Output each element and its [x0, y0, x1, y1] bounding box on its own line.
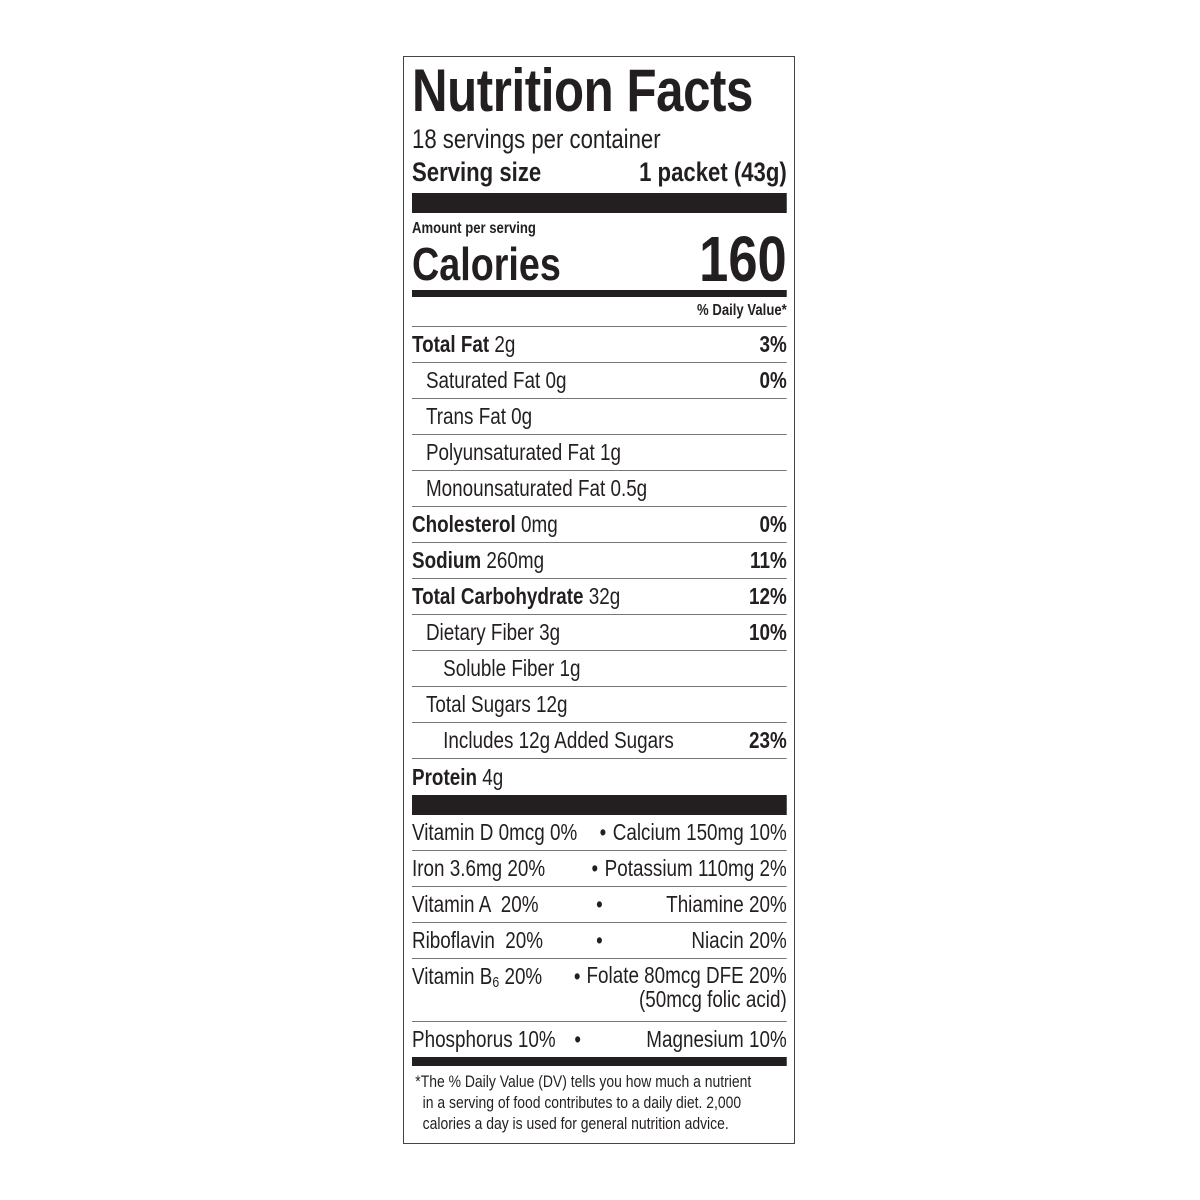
calories-label: Calories [412, 238, 561, 290]
vitamin-b6-dv: 20% [499, 963, 543, 989]
nutrient-name: Sodium [412, 547, 482, 573]
nutrient-name: Polyunsaturated Fat 1g [425, 439, 621, 465]
nutrient-amount: 0mg [520, 511, 558, 537]
vitamin-left: Vitamin B6 20% [412, 959, 568, 991]
calories-value: 160 [699, 223, 787, 295]
footnote-line: in a serving of food contributes to a da… [422, 1093, 742, 1112]
vitamin-right: Thiamine 20% [666, 891, 787, 917]
nutrient-name: Trans Fat 0g [425, 403, 533, 429]
nutrient-dv: 0% [759, 511, 787, 537]
nutrient-name: Dietary Fiber 3g [425, 619, 561, 645]
nutrient-row-cholesterol: Cholesterol 0mg 0% [412, 507, 787, 543]
nutrient-dv: 23% [748, 727, 787, 753]
nutrient-name: Protein [412, 763, 477, 790]
nutrient-dv: 0% [759, 367, 787, 393]
nutrient-name: Cholesterol [412, 511, 516, 537]
label-title: Nutrition Facts [412, 57, 753, 124]
vitamin-right: Niacin 20% [691, 927, 787, 953]
divider-medium [412, 290, 787, 297]
bullet: • [599, 819, 607, 845]
nutrient-amount: 4g [482, 763, 504, 790]
serving-size-value: 1 packet (43g) [639, 157, 787, 187]
nutrient-name: Total Sugars 12g [425, 691, 568, 717]
nutrient-row-monounsaturated-fat: Monounsaturated Fat 0.5g [412, 471, 787, 507]
nutrient-row-protein: Protein 4g [412, 759, 787, 795]
footnote: *The % Daily Value (DV) tells you how mu… [412, 1066, 787, 1134]
vitamin-row: Iron 3.6mg 20% • Potassium 110mg 2% [412, 851, 787, 887]
servings-per-container: 18 servings per container [412, 124, 661, 154]
serving-size-label: Serving size [412, 157, 542, 187]
footnote-line: calories a day is used for general nutri… [422, 1114, 729, 1133]
vitamin-left: Vitamin D 0mcg 0% [412, 819, 578, 845]
vitamin-left: Iron 3.6mg 20% [412, 855, 546, 881]
nutrient-row-total-fat: Total Fat 2g 3% [412, 327, 787, 363]
subscript: 6 [492, 974, 500, 991]
vitamin-row: Vitamin B6 20% • Folate 80mcg DFE 20% (5… [412, 959, 787, 1022]
vitamin-right: Potassium 110mg 2% [604, 855, 787, 881]
folic-acid-line: (50mcg folic acid) [638, 986, 787, 1012]
nutrient-row-saturated-fat: Saturated Fat 0g 0% [412, 363, 787, 399]
footnote-line: *The % Daily Value (DV) tells you how mu… [415, 1072, 752, 1091]
nutrient-dv: 10% [748, 619, 787, 645]
nutrient-name: Total Carbohydrate [412, 583, 584, 609]
nutrient-dv: 11% [750, 547, 787, 573]
nutrition-facts-label: Nutrition Facts 18 servings per containe… [403, 56, 795, 1144]
nutrient-amount: 32g [588, 583, 621, 609]
vitamin-right: Magnesium 10% [646, 1026, 787, 1052]
folate-line: Folate 80mcg DFE 20% [586, 962, 787, 988]
nutrient-amount: 2g [494, 331, 516, 357]
divider-thick [412, 795, 787, 815]
nutrient-amount: 260mg [486, 547, 545, 573]
bullet: • [591, 855, 599, 881]
divider-medium [412, 1057, 787, 1066]
calories-row: Calories 160 [412, 227, 787, 291]
amount-per-serving: Amount per serving [412, 220, 536, 237]
bullet: • [596, 927, 603, 953]
bullet: • [573, 963, 581, 989]
nutrient-row-added-sugars: Includes 12g Added Sugars 23% [412, 723, 787, 759]
nutrient-row-total-carbohydrate: Total Carbohydrate 32g 12% [412, 579, 787, 615]
bullet: • [574, 1026, 581, 1052]
vitamin-row: Vitamin A 20% • Thiamine 20% [412, 887, 787, 923]
nutrient-name: Saturated Fat 0g [425, 367, 567, 393]
divider-thick [412, 193, 787, 213]
nutrient-row-trans-fat: Trans Fat 0g [412, 399, 787, 435]
nutrient-row-dietary-fiber: Dietary Fiber 3g 10% [412, 615, 787, 651]
serving-size-row: Serving size 1 packet (43g) [412, 155, 787, 193]
vitamin-b6-name: Vitamin B [412, 963, 493, 989]
vitamin-row: Phosphorus 10% • Magnesium 10% [412, 1022, 787, 1057]
nutrient-row-soluble-fiber: Soluble Fiber 1g [412, 651, 787, 687]
nutrient-name: Monounsaturated Fat 0.5g [425, 475, 648, 501]
vitamin-row: Riboflavin 20% • Niacin 20% [412, 923, 787, 959]
nutrient-row-total-sugars: Total Sugars 12g [412, 687, 787, 723]
nutrient-dv: 12% [748, 583, 787, 609]
nutrient-name: Soluble Fiber 1g [443, 655, 581, 681]
daily-value-header: % Daily Value* [412, 297, 787, 327]
vitamin-left: Vitamin A 20% [412, 891, 539, 917]
vitamin-right: Folate 80mcg DFE 20% (50mcg folic acid) [587, 959, 787, 1011]
vitamin-row: Vitamin D 0mcg 0% • Calcium 150mg 10% [412, 815, 787, 851]
bullet: • [596, 891, 603, 917]
nutrient-row-polyunsaturated-fat: Polyunsaturated Fat 1g [412, 435, 787, 471]
nutrient-row-sodium: Sodium 260mg 11% [412, 543, 787, 579]
vitamin-right: Calcium 150mg 10% [612, 819, 787, 845]
vitamin-left: Riboflavin 20% [412, 927, 544, 953]
nutrient-name: Includes 12g Added Sugars [443, 727, 674, 753]
vitamin-left: Phosphorus 10% [412, 1026, 556, 1052]
nutrient-dv: 3% [759, 331, 787, 357]
nutrient-name: Total Fat [412, 331, 490, 357]
